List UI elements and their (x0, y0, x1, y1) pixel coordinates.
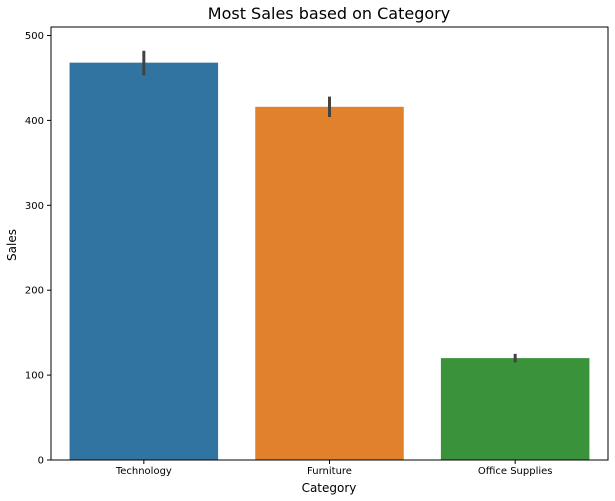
y-tick-label: 0 (38, 456, 44, 467)
x-tick-label: Office Supplies (478, 466, 553, 477)
y-axis-title: Sales (5, 229, 19, 261)
bar-furniture (255, 106, 404, 460)
x-tick-label: Furniture (307, 466, 352, 477)
bars (69, 62, 590, 461)
y-tick-label: 100 (25, 371, 44, 382)
bar-technology (69, 62, 219, 461)
y-axis-ticks: 0 100 200 300 400 500 (25, 31, 51, 467)
y-tick-label: 500 (25, 31, 44, 42)
y-tick-label: 400 (25, 116, 44, 127)
x-axis-ticks: Technology Furniture Office Supplies (115, 460, 553, 477)
chart-title: Most Sales based on Category (208, 4, 450, 23)
y-tick-label: 300 (25, 201, 44, 212)
x-tick-label: Technology (115, 466, 172, 477)
x-axis-title: Category (302, 481, 357, 495)
error-bars (142, 50, 517, 363)
plot-frame (50, 26, 609, 461)
y-tick-label: 200 (25, 286, 44, 297)
bar-office-supplies (440, 358, 590, 460)
